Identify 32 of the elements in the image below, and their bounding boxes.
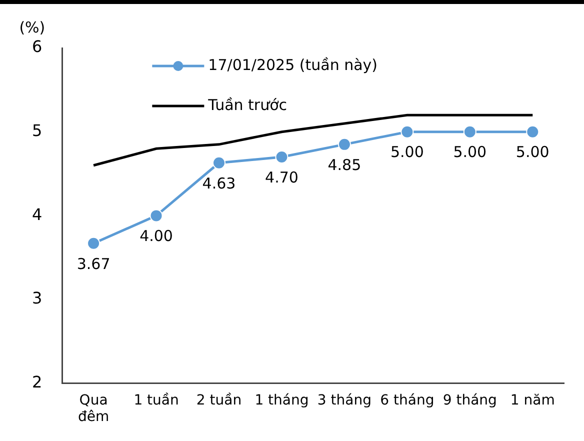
legend-label: Tuần trước [207,96,288,114]
x-tick-label: 2 tuần [196,392,242,408]
point [87,236,100,250]
x-tick-label: 6 tháng [380,392,434,408]
point [338,138,351,151]
y-tick-label: 2 [32,372,42,392]
y-axis-title: (%) [19,18,46,36]
y-tick-label: 5 [32,121,42,140]
legend-label: 17/01/2025 (tuần này) [208,56,378,74]
x-tick-label: Qua đêm [78,392,110,426]
x-tick-label: 9 tháng [442,392,497,408]
data-label: 5.00 [390,143,424,162]
data-label: 3.67 [76,254,110,273]
x-tick-label: 1 tuần [134,392,179,408]
x-tick-label: 1 năm [510,392,555,408]
x-tick-label: 3 tháng [317,392,372,408]
point [463,125,476,138]
data-label: 4.70 [265,168,298,186]
y-tick-label: 4 [32,204,42,224]
y-tick-label: 3 [32,288,42,308]
point [150,209,163,222]
point [526,125,540,138]
x-tick-label: 1 tháng [254,392,309,408]
y-tick-label: 6 [32,37,42,56]
data-label: 4.85 [328,156,362,174]
point [212,156,226,170]
data-label: 5.00 [453,143,487,162]
data-label: 5.00 [516,143,550,162]
point [400,125,414,138]
data-label: 4.00 [140,227,173,246]
data-label: 4.63 [202,174,236,192]
point [275,150,288,164]
